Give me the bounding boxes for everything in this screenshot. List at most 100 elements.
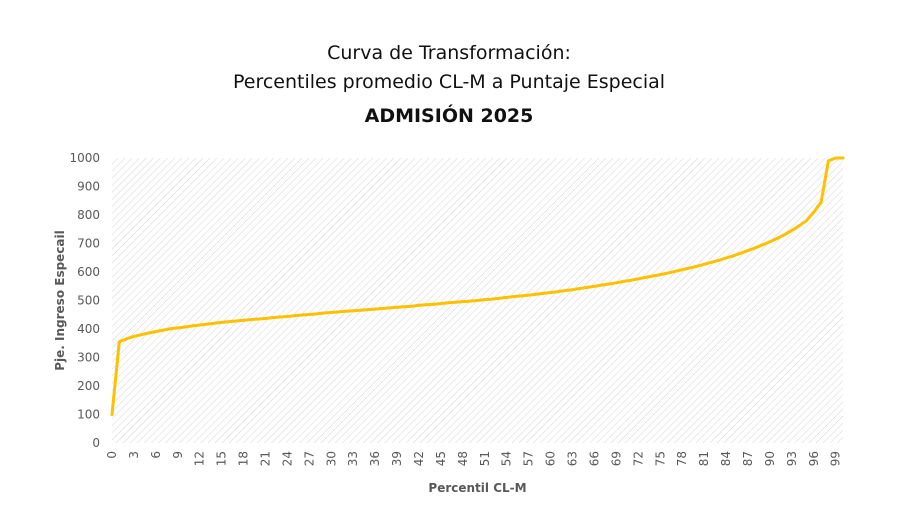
x-tick-label: 15 [215,451,229,466]
data-point [161,328,165,332]
data-point [351,309,355,313]
data-point [461,300,465,303]
x-tick-label: 75 [653,451,667,466]
x-tick-label: 93 [785,451,799,466]
data-point [512,295,516,298]
data-point [344,309,348,313]
x-tick-label: 45 [434,451,448,466]
data-point [688,266,691,270]
data-point [366,308,370,311]
x-tick-label: 78 [675,451,689,466]
series-points [110,156,845,416]
y-axis: 0 100 200 300 400 500 600 700 800 900 1000 [69,151,100,450]
data-point [446,301,450,305]
x-axis: 0 3 6 9 12 15 18 21 24 27 30 33 36 39 42 45 48 51 54 57 60 63… [105,451,843,466]
data-point [490,297,494,301]
data-point [534,292,538,296]
data-point [293,314,297,317]
data-point [505,296,509,299]
data-point [775,237,779,240]
data-point [132,335,136,338]
data-point [797,224,801,228]
data-point [125,337,128,341]
data-point [768,240,772,244]
data-point [834,156,838,160]
y-tick-label: 900 [77,180,100,194]
x-axis-label: Percentil CL-M [428,481,526,495]
x-tick-label: 9 [171,451,185,459]
data-point [373,307,377,311]
x-tick-label: 6 [149,451,163,459]
data-point [191,324,194,328]
data-point [417,303,421,307]
data-point [278,315,282,319]
x-tick-label: 33 [346,451,360,466]
data-point [651,274,655,278]
y-tick-label: 1000 [69,151,100,165]
data-point [256,317,260,321]
x-tick-label: 21 [259,451,273,466]
data-point [439,302,443,305]
data-point [388,306,392,310]
x-tick-label: 3 [127,451,141,459]
data-point [563,289,567,292]
data-point [841,156,845,160]
x-tick-label: 0 [105,451,119,459]
x-tick-label: 90 [763,451,777,466]
data-point [666,271,669,275]
y-tick-label: 600 [77,265,100,279]
data-point [717,258,721,262]
x-tick-label: 51 [478,451,492,466]
data-point [622,280,626,283]
data-point [753,246,757,250]
data-point [520,294,523,298]
data-point [827,159,830,163]
data-point [315,312,319,316]
data-point [212,321,216,325]
x-tick-label: 48 [456,451,470,466]
data-point [783,233,786,237]
data-point [271,316,275,319]
data-point [300,313,304,317]
chart-title-line-1: Curva de Transformación: [327,42,571,64]
x-tick-label: 42 [412,451,426,466]
data-point [498,296,501,300]
data-point [110,413,114,416]
data-point [147,331,151,335]
data-point [242,318,246,322]
y-tick-label: 0 [92,436,100,450]
x-tick-label: 24 [280,451,294,466]
x-tick-label: 96 [807,451,821,466]
data-point [695,264,699,268]
data-point [607,282,611,286]
data-point [249,318,253,321]
x-tick-label: 84 [719,451,733,466]
data-point [454,300,457,304]
data-point [329,311,333,314]
x-tick-label: 57 [522,451,536,466]
x-tick-label: 18 [237,451,251,466]
chart-title-line-2: Percentiles promedio CL-M a Puntaje Espe… [232,71,666,93]
y-axis-label: Pje. Ingreso Especail [53,230,67,371]
data-point [403,305,406,309]
data-point [644,276,647,279]
data-point [739,251,743,255]
data-point [227,320,231,323]
data-point [556,290,560,294]
x-tick-label: 39 [390,451,404,466]
data-point [600,283,604,287]
x-tick-label: 72 [631,451,645,466]
data-point [615,281,618,285]
data-point [629,278,633,282]
data-point [710,260,713,264]
x-tick-label: 69 [609,451,623,466]
data-point [322,311,326,315]
data-point [395,305,399,309]
x-tick-label: 99 [829,451,843,466]
y-tick-label: 100 [77,408,100,422]
x-tick-label: 27 [302,451,316,466]
data-point [381,307,384,310]
data-point [169,327,172,331]
data-point [286,315,289,318]
